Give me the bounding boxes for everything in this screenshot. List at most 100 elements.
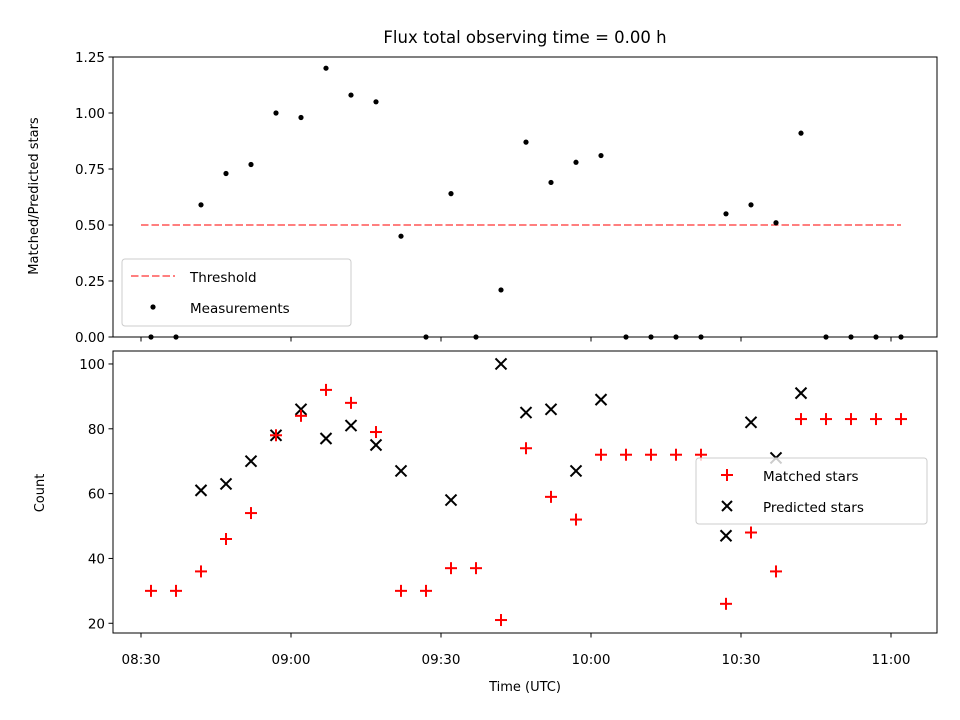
measurement-point [348,92,354,98]
matched-point [470,562,482,575]
matched-point [245,507,257,520]
bottom-ylabel: Count [33,474,48,513]
bottom-xlabel: Time (UTC) [488,680,561,695]
predicted-point [369,438,383,452]
matched-point [420,584,432,597]
measurement-point [323,65,329,71]
measurement-point [748,202,754,208]
matched-point [295,409,307,422]
bottom-ytick-label: 80 [88,422,105,438]
matched-point [145,584,157,597]
bottom-ytick-label: 40 [88,551,105,567]
matched-point [520,442,532,455]
predicted-point [494,357,508,371]
predicted-point [744,416,758,429]
predicted-point [794,386,808,400]
matched-point [620,448,632,461]
bottom-xtick-label: 09:00 [272,652,311,668]
top-legend: Threshold Measurements [121,258,352,327]
top-ytick-label: 0.00 [75,330,105,346]
matched-point [720,597,732,610]
matched-point [745,526,757,539]
legend-predicted-label: Predicted stars [763,500,864,516]
legend-predicted-swatch [721,500,733,512]
predicted-point [219,477,233,491]
legend-measurements-label: Measurements [190,301,290,317]
predicted-point [444,493,458,507]
measurement-point [448,191,454,197]
measurement-point [498,287,504,293]
matched-point [545,490,557,503]
matched-point [870,413,882,426]
matched-point [220,533,232,545]
matched-point [845,413,857,426]
measurement-point [198,202,204,208]
bottom-ytick-label: 100 [79,357,105,373]
matched-point [645,448,657,461]
matched-point [820,413,832,426]
measurement-point [773,220,779,226]
measurement-point [573,159,579,165]
measurement-point [698,334,704,340]
measurement-point [623,334,629,340]
predicted-point [569,464,583,478]
predicted-point [594,393,608,406]
measurement-point [648,334,654,340]
measurement-point [423,334,429,340]
bottom-xtick-label: 11:00 [872,652,911,668]
predicted-point [294,403,308,416]
figure-title: Flux total observing time = 0.00 h [383,28,666,47]
top-ytick-label: 0.50 [75,218,105,234]
predicted-point [719,529,733,542]
matched-point [270,429,282,442]
bottom-axes: 20 40 60 80 100 08:30 09:00 09:30 10:00 10:30 11:0… [79,350,938,668]
predicted-point [319,432,333,445]
top-plot-frame [112,56,938,338]
predicted-point [519,406,533,419]
measurement-point [248,161,254,168]
measurement-point [373,99,379,105]
legend-matched-label: Matched stars [763,469,859,485]
measurement-point [173,334,179,340]
bottom-xtick-label: 10:00 [572,652,611,668]
bottom-plot-frame [112,350,938,634]
measurement-point [823,334,829,340]
bottom-ytick-label: 20 [88,616,105,632]
legend-threshold-label: Threshold [189,270,257,286]
bottom-marks [145,357,907,627]
matched-point [320,383,332,396]
measurement-point [148,334,154,340]
predicted-point [394,464,408,478]
matched-point [345,396,357,409]
measurement-point [523,139,529,145]
measurement-point [898,334,904,340]
matched-point [495,614,507,627]
top-ytick-label: 1.25 [75,50,105,66]
ratio-panel: Matched/Predicted stars 0.00 0.25 0.50 0.75… [27,50,938,346]
legend-matched-swatch [721,469,733,481]
predicted-point [244,454,258,468]
bottom-legend: Matched stars Predicted stars [695,457,928,525]
top-ytick-label: 0.75 [75,162,105,178]
matched-point [670,448,682,461]
matched-point [570,513,582,526]
measurement-point [723,211,729,217]
measurement-point [398,233,404,239]
bottom-legend-box [695,457,928,525]
matched-point [170,584,182,597]
measurement-point [473,334,479,340]
top-axes: 0.00 0.25 0.50 0.75 1.00 1.25 [75,50,938,346]
matched-point [195,565,207,578]
measurement-point [273,110,279,116]
bottom-xtick-label: 10:30 [722,652,761,668]
measurement-point [298,114,304,121]
measurement-point [598,152,604,159]
bottom-xtick-label: 08:30 [122,652,161,668]
top-ytick-label: 0.25 [75,274,105,290]
top-ylabel: Matched/Predicted stars [27,117,42,275]
measurement-point [673,334,679,340]
measurement-point [848,334,854,340]
predicted-point [544,403,558,416]
predicted-point [194,484,208,497]
matched-point [795,413,807,426]
